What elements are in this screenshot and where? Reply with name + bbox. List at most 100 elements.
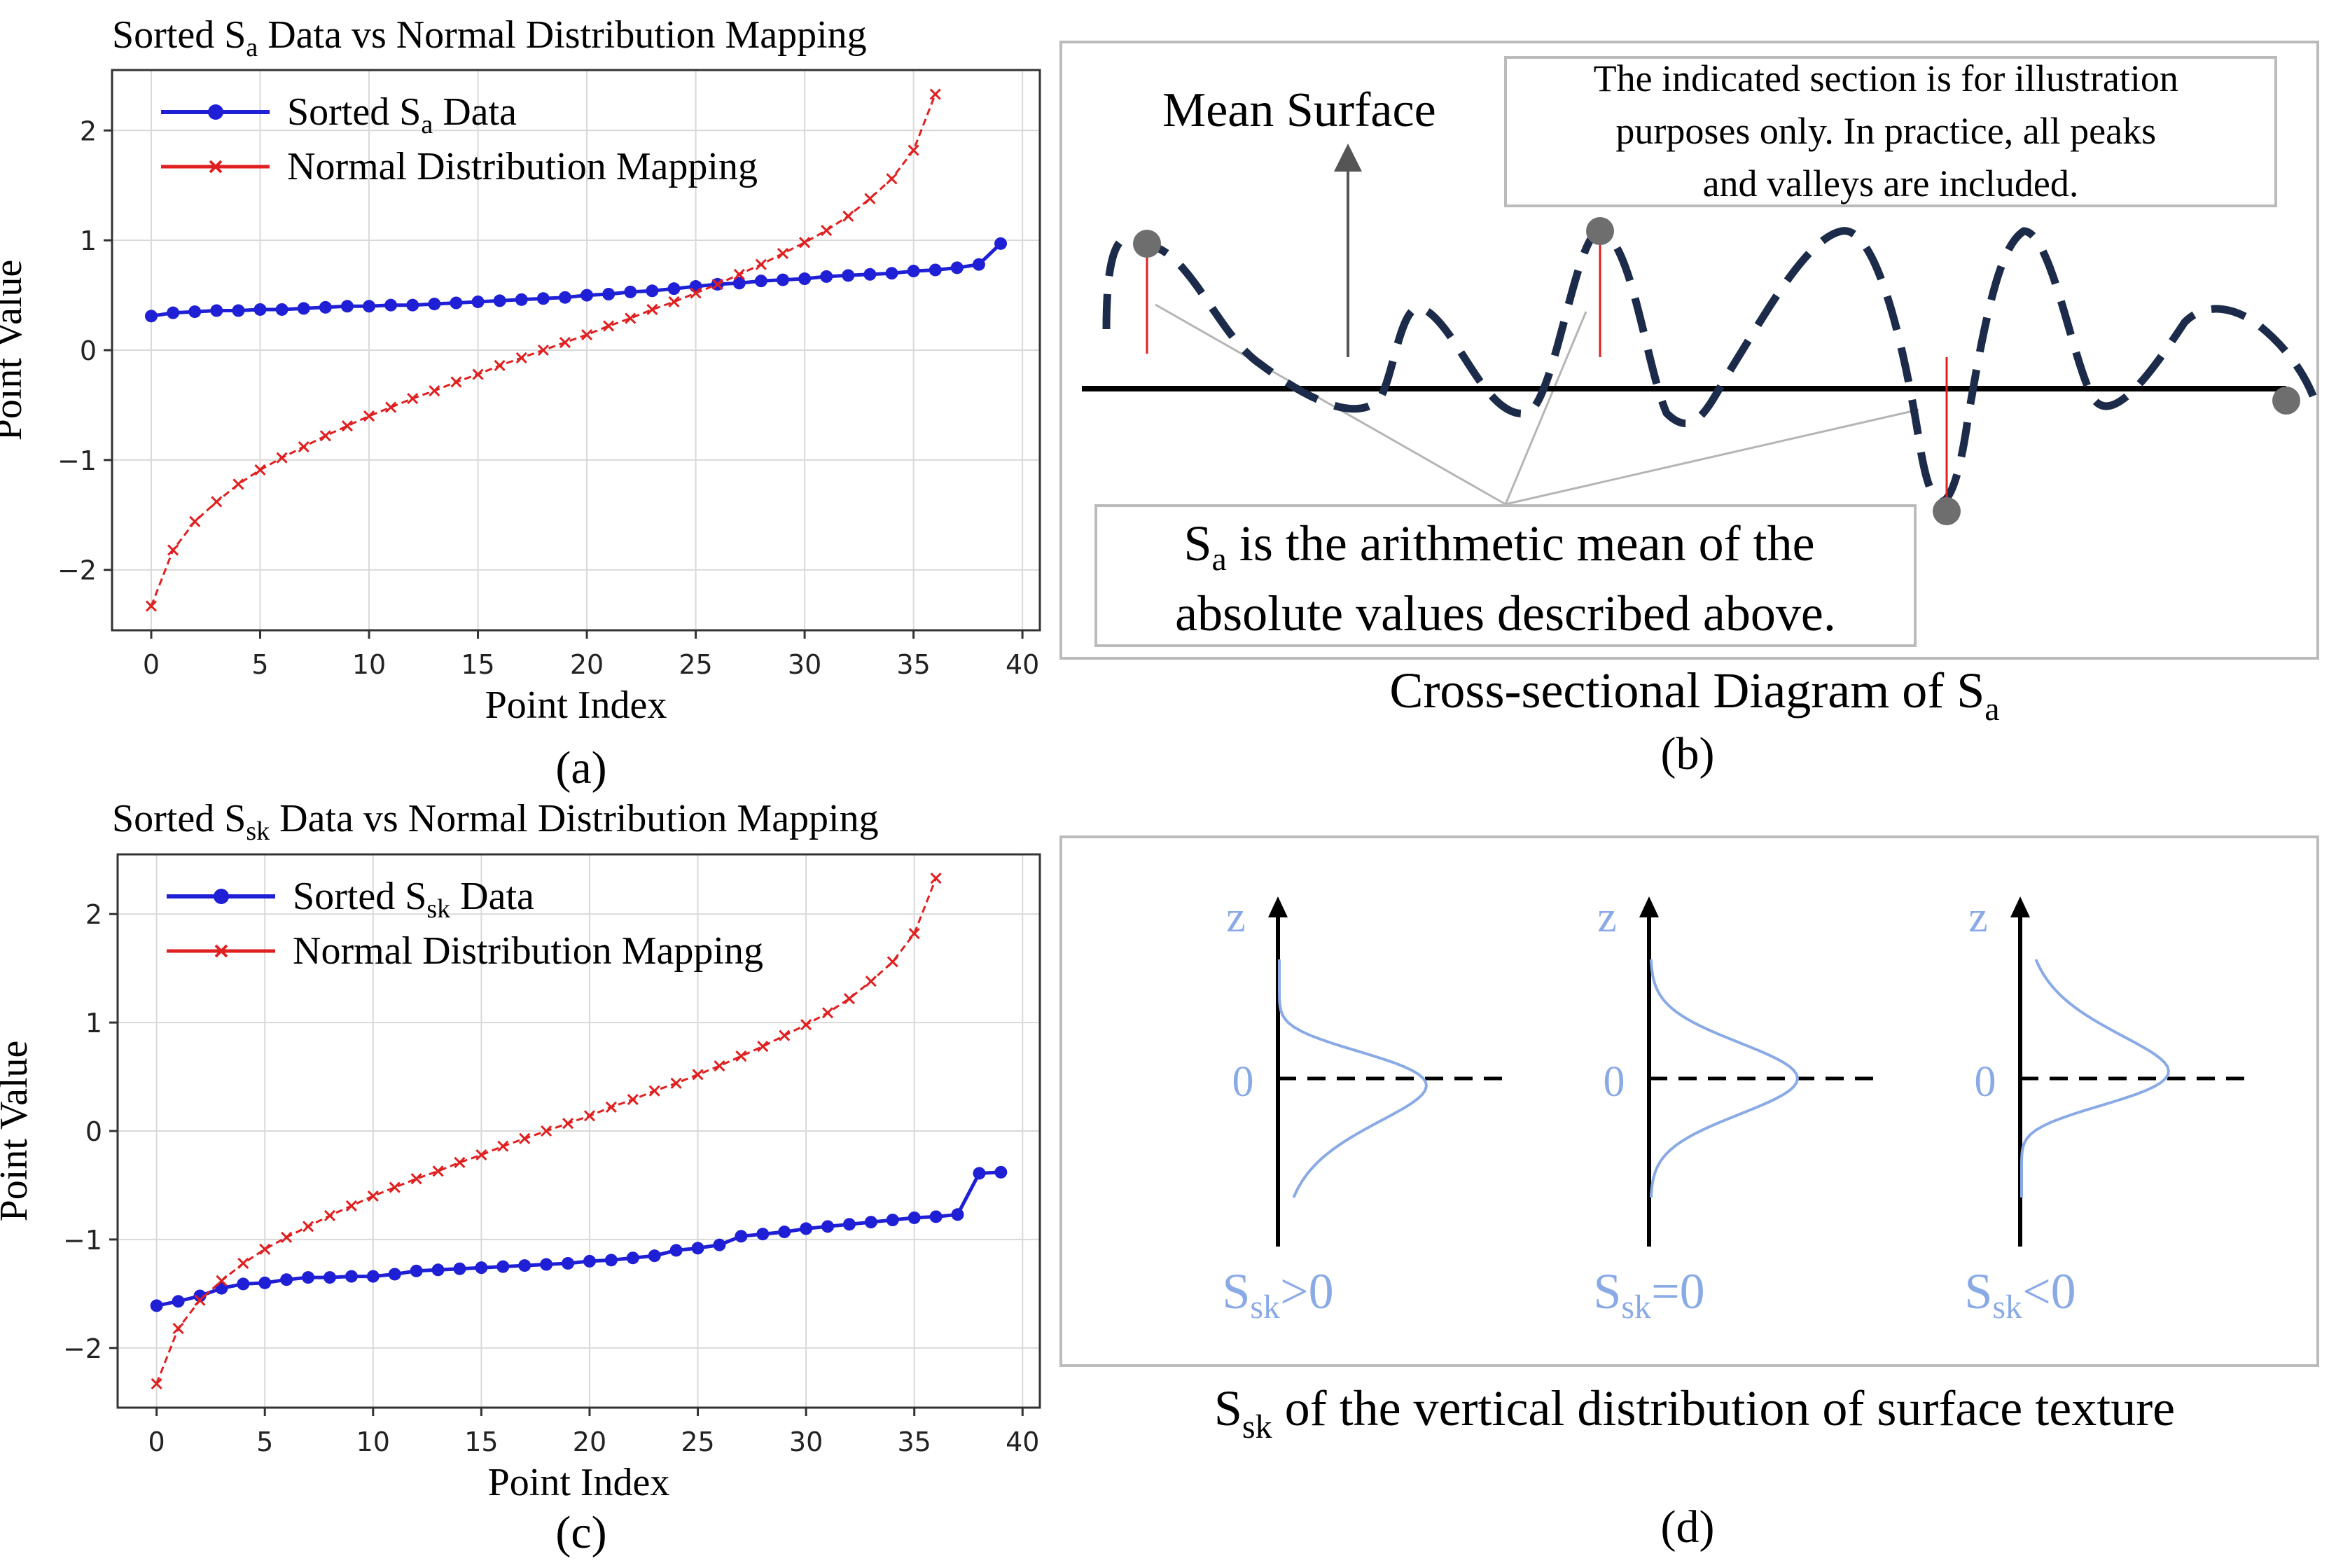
data-point-normal (407, 392, 419, 405)
data-point-normal (145, 600, 158, 612)
data-point-normal (930, 873, 942, 884)
data-point-normal (886, 173, 898, 185)
data-point-normal (276, 452, 288, 464)
x-marker (842, 210, 854, 222)
data-point-sorted (475, 1261, 488, 1275)
data-point-normal (345, 1200, 357, 1212)
zero-label: 0 (1604, 1058, 1625, 1106)
x-marker (429, 384, 440, 397)
data-point-sorted (604, 1254, 618, 1267)
y-tick-label: −2 (57, 555, 97, 586)
ssk-label: Ssk<0 (1964, 1263, 2076, 1326)
legend-label: Normal Distribution Mapping (293, 929, 763, 973)
x-marker (475, 1149, 487, 1161)
data-point-normal (237, 1257, 249, 1270)
data-point-sorted (167, 306, 180, 319)
x-marker (298, 440, 310, 453)
x-marker (627, 1094, 639, 1106)
z-axis-label: z (1968, 894, 1988, 941)
data-point-sorted (994, 237, 1008, 250)
x-marker (929, 88, 941, 100)
panel-a-title: Sorted Sa Data vs Normal Distribution Ma… (112, 13, 867, 62)
x-marker (733, 268, 745, 280)
x-marker (559, 336, 571, 349)
data-point-normal (472, 368, 484, 380)
x-tick-label: 15 (464, 1427, 498, 1457)
y-tick-label: 2 (85, 899, 102, 930)
x-axis-label: Point Index (485, 684, 667, 727)
data-point-normal (692, 1069, 704, 1081)
x-marker (908, 928, 920, 940)
x-marker (887, 956, 898, 968)
series-line-sorted (151, 242, 1002, 318)
data-point-sorted (471, 295, 485, 308)
x-marker (670, 1077, 682, 1089)
data-point-sorted (366, 1270, 380, 1283)
data-point-sorted (951, 1208, 964, 1221)
data-point-sorted (929, 1210, 943, 1223)
x-tick-label: 20 (573, 1427, 606, 1457)
chart-a: 0 5 10 15 20 25 30 35 40 −2 −1 0 1 2 Point Index Point … (0, 69, 1041, 727)
x-marker (800, 1019, 812, 1031)
data-point-sorted (297, 302, 310, 315)
x-marker (167, 544, 179, 556)
data-point-sorted (253, 303, 267, 316)
data-point-normal (302, 1221, 314, 1233)
data-point-normal (843, 992, 856, 1005)
x-marker (254, 464, 266, 476)
data-point-normal (281, 1231, 293, 1243)
x-tick-label: 30 (788, 649, 821, 680)
data-point-normal (800, 1019, 812, 1031)
data-point-sorted (536, 292, 550, 305)
data-point-normal (319, 430, 331, 442)
x-tick-label: 10 (352, 649, 386, 680)
x-marker (865, 976, 877, 987)
definition-text: Sa is the arithmetic mean of the absolut… (1175, 515, 1836, 641)
data-point-sorted (950, 261, 964, 275)
x-marker (319, 430, 331, 442)
data-point-normal (821, 1007, 834, 1019)
data-point-sorted (929, 263, 942, 277)
x-marker (886, 173, 898, 185)
x-marker (690, 287, 702, 299)
data-point-sorted (428, 298, 441, 311)
zero-label: 0 (1975, 1058, 1996, 1106)
x-tick-label: 0 (143, 649, 160, 680)
data-point-normal (605, 1101, 617, 1113)
data-point-sorted (319, 300, 332, 314)
x-marker (646, 303, 658, 316)
x-marker (145, 600, 158, 612)
data-point-sorted (776, 273, 789, 286)
x-marker (908, 144, 919, 156)
data-point-normal (324, 1209, 336, 1221)
data-point-normal (908, 928, 920, 940)
dist-plot-3: z 0 Ssk<0 (1964, 894, 2244, 1326)
data-point-normal (385, 401, 397, 413)
data-point-sorted (778, 1226, 791, 1239)
data-point-normal (497, 1140, 509, 1152)
data-point-sorted (602, 288, 616, 300)
data-point-normal (583, 1110, 596, 1122)
x-tick-label: 5 (251, 649, 268, 680)
z-axis-arrow (2010, 896, 2030, 917)
data-point-sorted (562, 1256, 575, 1270)
data-point-sorted (515, 293, 528, 306)
chart-c: 0 5 10 15 20 25 30 35 40 −2 −1 0 1 2 Point Index Point … (0, 853, 1041, 1504)
data-point-normal (389, 1181, 401, 1193)
z-axis-arrow (1268, 896, 1288, 917)
x-marker (777, 247, 789, 260)
y-tick-label: 0 (85, 1116, 102, 1147)
data-point-sorted (821, 1220, 835, 1233)
data-point-sorted (388, 1268, 401, 1281)
data-point-normal (254, 464, 266, 476)
x-marker (407, 392, 419, 405)
x-marker (450, 376, 462, 388)
x-marker (410, 1173, 422, 1185)
data-point-sorted (363, 300, 376, 313)
data-point-sorted (258, 1276, 272, 1289)
x-marker (172, 1322, 184, 1334)
z-axis-label: z (1597, 894, 1617, 941)
x-marker (580, 328, 593, 341)
ssk-label: Ssk=0 (1593, 1263, 1704, 1326)
data-point-sorted (493, 294, 506, 307)
